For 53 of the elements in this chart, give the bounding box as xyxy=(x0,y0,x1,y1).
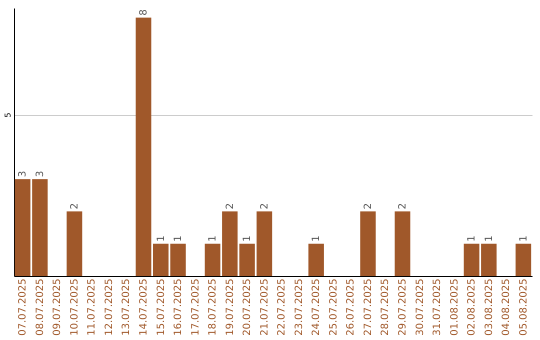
x-tick-label: 14.07.2025 xyxy=(138,278,150,336)
data-label: 2 xyxy=(224,203,236,210)
x-tick-label: 25.07.2025 xyxy=(328,278,340,336)
x-tick-label: 03.08.2025 xyxy=(484,278,495,336)
x-tick-label: 27.07.2025 xyxy=(362,278,374,336)
x-tick-label: 31.07.2025 xyxy=(432,278,444,336)
x-tick-label: 01.08.2025 xyxy=(449,278,460,336)
data-label: 3 xyxy=(18,170,29,178)
x-tick-label: 02.08.2025 xyxy=(466,278,478,336)
x-tick-label: 21.07.2025 xyxy=(259,278,270,336)
x-tick-label: 12.07.2025 xyxy=(104,278,115,336)
x-tick-label: 13.07.2025 xyxy=(121,278,132,336)
data-label: 2 xyxy=(259,203,270,210)
x-tick-label: 26.07.2025 xyxy=(346,278,357,336)
data-label: 3 xyxy=(34,170,46,178)
y-tick-label: 5 xyxy=(4,112,12,118)
x-tick-label: 22.07.2025 xyxy=(276,278,288,336)
x-tick-label: 30.07.2025 xyxy=(414,278,426,336)
bar xyxy=(66,211,82,276)
x-tick-label: 05.08.2025 xyxy=(518,278,530,336)
x-tick-label: 11.07.2025 xyxy=(86,278,98,336)
data-label: 1 xyxy=(466,235,478,242)
bar xyxy=(360,211,376,276)
x-tick-label: 19.07.2025 xyxy=(224,278,236,336)
x-tick-label: 28.07.2025 xyxy=(380,278,392,336)
x-tick-label: 23.07.2025 xyxy=(294,278,305,336)
x-tick-label: 17.07.2025 xyxy=(190,278,202,336)
bar xyxy=(170,244,186,276)
x-tick-label: 08.07.2025 xyxy=(34,278,46,336)
data-label: 1 xyxy=(173,235,184,242)
x-tick-label: 29.07.2025 xyxy=(398,278,408,336)
data-label: 2 xyxy=(362,203,374,210)
x-tick-label: 09.07.2025 xyxy=(52,278,64,336)
bar xyxy=(516,244,532,276)
data-label: 1 xyxy=(208,235,219,242)
data-label: 1 xyxy=(156,235,167,242)
bar xyxy=(394,211,410,276)
x-tick-label: 15.07.2025 xyxy=(156,278,167,336)
x-tick-label: 04.08.2025 xyxy=(501,278,512,336)
data-label: 2 xyxy=(398,203,408,210)
bar xyxy=(308,244,324,276)
x-tick-label: 10.07.2025 xyxy=(69,278,80,336)
data-label: 2 xyxy=(69,203,80,210)
data-label: 1 xyxy=(484,235,495,242)
data-label: 8 xyxy=(138,9,150,16)
x-tick-label: 16.07.2025 xyxy=(173,278,184,336)
x-tick-label: 18.07.2025 xyxy=(208,278,219,336)
data-label: 1 xyxy=(518,235,530,242)
x-tick-label: 24.07.2025 xyxy=(311,278,322,336)
data-label: 1 xyxy=(242,235,254,242)
x-tick-label: 20.07.2025 xyxy=(242,278,254,336)
x-tick-label: 07.07.2025 xyxy=(18,278,29,336)
data-label: 1 xyxy=(311,235,322,242)
